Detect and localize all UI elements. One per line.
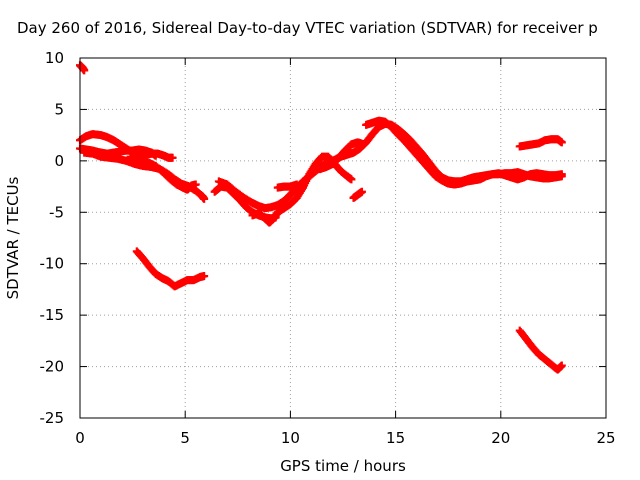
chart-title: Day 260 of 2016, Sidereal Day-to-day VTE…	[17, 19, 598, 37]
x-tick-label: 5	[180, 429, 190, 447]
series-track-13	[362, 116, 566, 189]
data-point	[168, 153, 177, 162]
data-points	[76, 61, 566, 374]
x-tick-label: 25	[596, 429, 615, 447]
x-tick-label: 0	[75, 429, 85, 447]
data-point	[557, 138, 566, 147]
data-point	[200, 272, 209, 281]
y-tick-label: -20	[40, 358, 65, 376]
series-track-12	[349, 187, 366, 202]
data-point	[191, 180, 200, 189]
y-tick-label: 0	[54, 152, 64, 170]
plot-frame	[79, 57, 607, 419]
axis-ticks	[79, 57, 607, 419]
series-track-8	[214, 119, 566, 213]
data-point	[347, 175, 356, 184]
y-tick-label: -25	[40, 409, 65, 427]
series-track-11	[315, 138, 369, 174]
data-point	[200, 194, 209, 203]
series-track-15	[515, 326, 566, 374]
series-track-6	[132, 247, 209, 291]
y-axis-label: SDTVAR / TECUs	[4, 176, 22, 299]
data-point	[80, 66, 89, 75]
series-track-1	[76, 61, 89, 75]
data-point	[151, 151, 160, 160]
data-point	[357, 187, 366, 196]
series-track-5	[126, 152, 200, 194]
y-tick-label: -5	[49, 203, 64, 221]
grid-lines	[80, 58, 606, 418]
x-axis-label: GPS time / hours	[280, 457, 406, 475]
x-tick-label: 15	[386, 429, 405, 447]
y-tick-label: -15	[40, 306, 65, 324]
data-point	[557, 170, 566, 179]
series-track-9	[248, 152, 356, 227]
x-tick-label: 10	[281, 429, 300, 447]
y-tick-label: -10	[40, 255, 65, 273]
y-tick-label: 5	[54, 100, 64, 118]
series-track-10	[273, 180, 301, 192]
tick-labels: 0 5 10 15 20 25 -25 -20 -15 -10 -5 0 5 10	[40, 49, 616, 447]
data-point	[557, 361, 566, 370]
data-point	[292, 180, 301, 189]
series-track-14	[515, 135, 566, 151]
data-point	[360, 140, 369, 149]
x-tick-label: 20	[491, 429, 510, 447]
y-tick-label: 10	[45, 49, 64, 67]
